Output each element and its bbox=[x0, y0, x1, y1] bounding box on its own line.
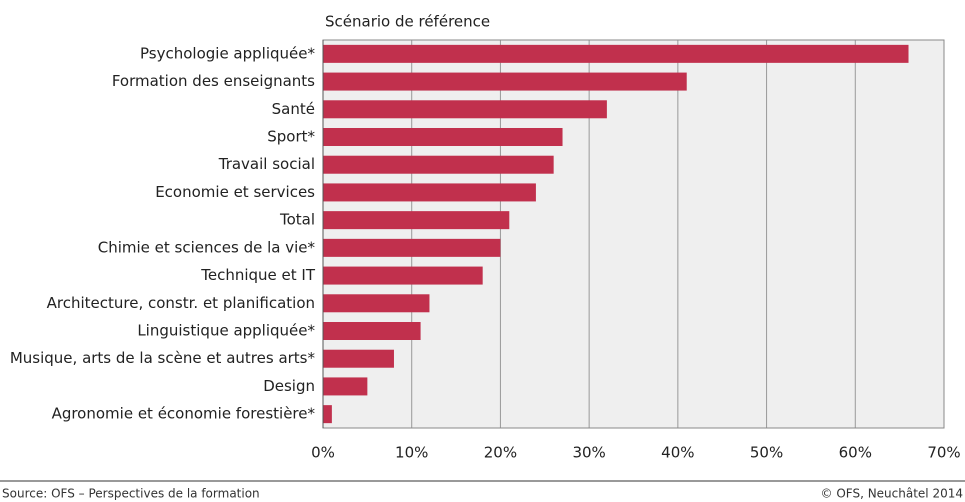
bar bbox=[323, 183, 536, 202]
source: Source: OFS – Perspectives de la formati… bbox=[2, 487, 260, 501]
bar bbox=[323, 72, 687, 91]
x-tick-label: 30% bbox=[572, 444, 605, 462]
y-tick-label: Design bbox=[263, 377, 315, 395]
plot-background bbox=[323, 40, 944, 428]
bar bbox=[323, 211, 510, 230]
y-tick-label: Musique, arts de la scène et autres arts… bbox=[10, 349, 316, 367]
bar bbox=[323, 294, 430, 313]
x-tick-label: 40% bbox=[661, 444, 694, 462]
y-tick-label: Total bbox=[279, 211, 315, 229]
bar bbox=[323, 100, 607, 119]
bar bbox=[323, 155, 554, 174]
chart-subtitle: Scénario de référence bbox=[325, 13, 490, 31]
y-tick-label: Santé bbox=[272, 100, 315, 118]
x-tick-label: 60% bbox=[839, 444, 872, 462]
bar bbox=[323, 377, 368, 396]
x-tick-label: 20% bbox=[484, 444, 517, 462]
y-tick-label: Sport* bbox=[267, 128, 315, 146]
y-tick-label: Linguistique appliquée* bbox=[137, 322, 315, 340]
y-tick-label: Travail social bbox=[218, 155, 315, 173]
bar bbox=[323, 266, 483, 285]
y-tick-label: Chimie et sciences de la vie* bbox=[98, 238, 316, 256]
y-tick-label: Psychologie appliquée* bbox=[140, 44, 315, 62]
y-tick-label: Agronomie et économie forestière* bbox=[52, 405, 316, 423]
copyright: © OFS, Neuchâtel 2014 bbox=[821, 487, 964, 501]
bar bbox=[323, 349, 394, 368]
bar bbox=[323, 238, 501, 257]
x-tick-label: 70% bbox=[927, 444, 960, 462]
y-tick-label: Formation des enseignants bbox=[112, 72, 315, 90]
x-tick-label: 0% bbox=[311, 444, 335, 462]
y-tick-label: Architecture, constr. et planification bbox=[47, 294, 315, 312]
x-tick-label: 10% bbox=[395, 444, 428, 462]
y-tick-label: Economie et services bbox=[155, 183, 315, 201]
bar bbox=[323, 128, 563, 146]
bar bbox=[323, 322, 421, 340]
bar bbox=[323, 405, 332, 424]
bar bbox=[323, 44, 909, 63]
y-tick-label: Technique et IT bbox=[200, 266, 316, 284]
x-tick-label: 50% bbox=[750, 444, 783, 462]
